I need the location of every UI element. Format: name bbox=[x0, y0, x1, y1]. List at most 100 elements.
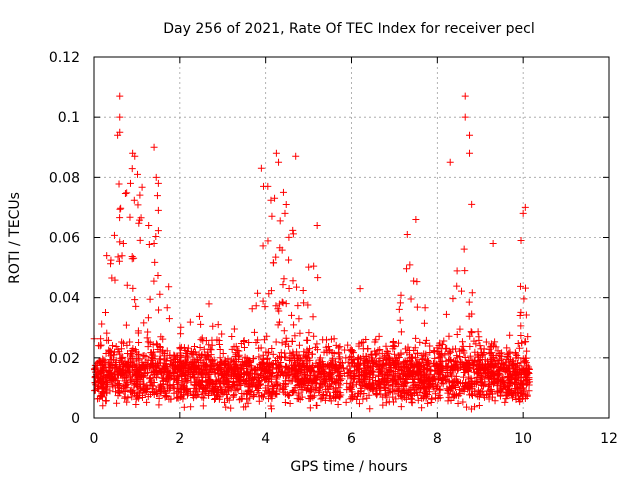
data-point bbox=[115, 388, 123, 396]
data-point bbox=[475, 333, 483, 341]
data-point bbox=[284, 392, 292, 400]
data-point bbox=[291, 384, 299, 392]
data-point bbox=[155, 364, 163, 372]
data-point bbox=[305, 364, 313, 372]
data-point bbox=[443, 377, 451, 385]
data-point bbox=[406, 261, 414, 269]
data-point bbox=[300, 348, 308, 356]
data-point bbox=[353, 395, 361, 403]
data-point bbox=[229, 378, 237, 386]
data-point bbox=[516, 311, 524, 319]
data-point bbox=[145, 240, 153, 248]
data-point bbox=[131, 371, 139, 379]
data-point bbox=[221, 398, 229, 406]
y-axis-title: ROTI / TECUs bbox=[7, 192, 23, 284]
data-point bbox=[158, 348, 166, 356]
data-point bbox=[295, 341, 303, 349]
data-point bbox=[374, 372, 382, 380]
data-point bbox=[512, 389, 520, 397]
data-point bbox=[109, 383, 117, 391]
data-point bbox=[200, 360, 208, 368]
data-point bbox=[97, 392, 105, 400]
data-point bbox=[137, 386, 145, 394]
data-point bbox=[391, 343, 399, 351]
data-point bbox=[355, 364, 363, 372]
data-point bbox=[404, 370, 412, 378]
data-point bbox=[259, 351, 267, 359]
data-point bbox=[413, 303, 421, 311]
data-point bbox=[98, 370, 106, 378]
data-point bbox=[471, 377, 479, 385]
data-point bbox=[354, 360, 362, 368]
data-point bbox=[413, 278, 421, 286]
data-point bbox=[227, 366, 235, 374]
data-point bbox=[400, 359, 408, 367]
data-point bbox=[116, 113, 124, 121]
data-point bbox=[359, 345, 367, 353]
data-point bbox=[98, 320, 106, 328]
data-point bbox=[349, 349, 357, 357]
data-point bbox=[197, 352, 205, 360]
data-point bbox=[143, 398, 151, 406]
data-point bbox=[441, 371, 449, 379]
data-point bbox=[230, 370, 238, 378]
data-point bbox=[460, 245, 468, 253]
data-point bbox=[261, 373, 269, 381]
data-point bbox=[278, 339, 286, 347]
data-point bbox=[359, 395, 367, 403]
data-point bbox=[228, 345, 236, 353]
data-point bbox=[156, 383, 164, 391]
data-point bbox=[360, 356, 368, 364]
data-point bbox=[396, 316, 404, 324]
data-point bbox=[257, 164, 265, 172]
data-point bbox=[170, 389, 178, 397]
data-point bbox=[271, 194, 279, 202]
data-point bbox=[281, 390, 289, 398]
data-point bbox=[305, 387, 313, 395]
data-point bbox=[466, 149, 474, 157]
data-point bbox=[417, 373, 425, 381]
data-point bbox=[234, 385, 242, 393]
data-point bbox=[504, 388, 512, 396]
data-point bbox=[154, 206, 162, 214]
data-point bbox=[393, 358, 401, 366]
data-point bbox=[150, 348, 158, 356]
data-point bbox=[279, 299, 287, 307]
data-point bbox=[126, 179, 134, 187]
data-point bbox=[265, 389, 273, 397]
data-point bbox=[375, 357, 383, 365]
data-point bbox=[213, 380, 221, 388]
data-point bbox=[295, 381, 303, 389]
data-point bbox=[219, 350, 227, 358]
data-point bbox=[366, 382, 374, 390]
data-point bbox=[449, 295, 457, 303]
data-point bbox=[138, 361, 146, 369]
data-point bbox=[117, 204, 125, 212]
data-point bbox=[111, 276, 119, 284]
data-point bbox=[418, 356, 426, 364]
data-point bbox=[314, 373, 322, 381]
data-point bbox=[127, 386, 135, 394]
data-point bbox=[257, 344, 265, 352]
data-point bbox=[474, 328, 482, 336]
data-point bbox=[203, 379, 211, 387]
data-point bbox=[400, 378, 408, 386]
data-point bbox=[150, 143, 158, 151]
data-point bbox=[225, 384, 233, 392]
data-point bbox=[505, 387, 513, 395]
data-point bbox=[147, 390, 155, 398]
data-point bbox=[488, 349, 496, 357]
data-point bbox=[436, 350, 444, 358]
data-point bbox=[522, 311, 530, 319]
data-point bbox=[426, 342, 434, 350]
data-point bbox=[511, 364, 519, 372]
data-point bbox=[450, 382, 458, 390]
data-point bbox=[344, 358, 352, 366]
data-point bbox=[471, 348, 479, 356]
data-point bbox=[301, 379, 309, 387]
data-point bbox=[344, 341, 352, 349]
data-point bbox=[131, 296, 139, 304]
data-point bbox=[500, 361, 508, 369]
data-point bbox=[523, 368, 531, 376]
data-point bbox=[197, 320, 205, 328]
